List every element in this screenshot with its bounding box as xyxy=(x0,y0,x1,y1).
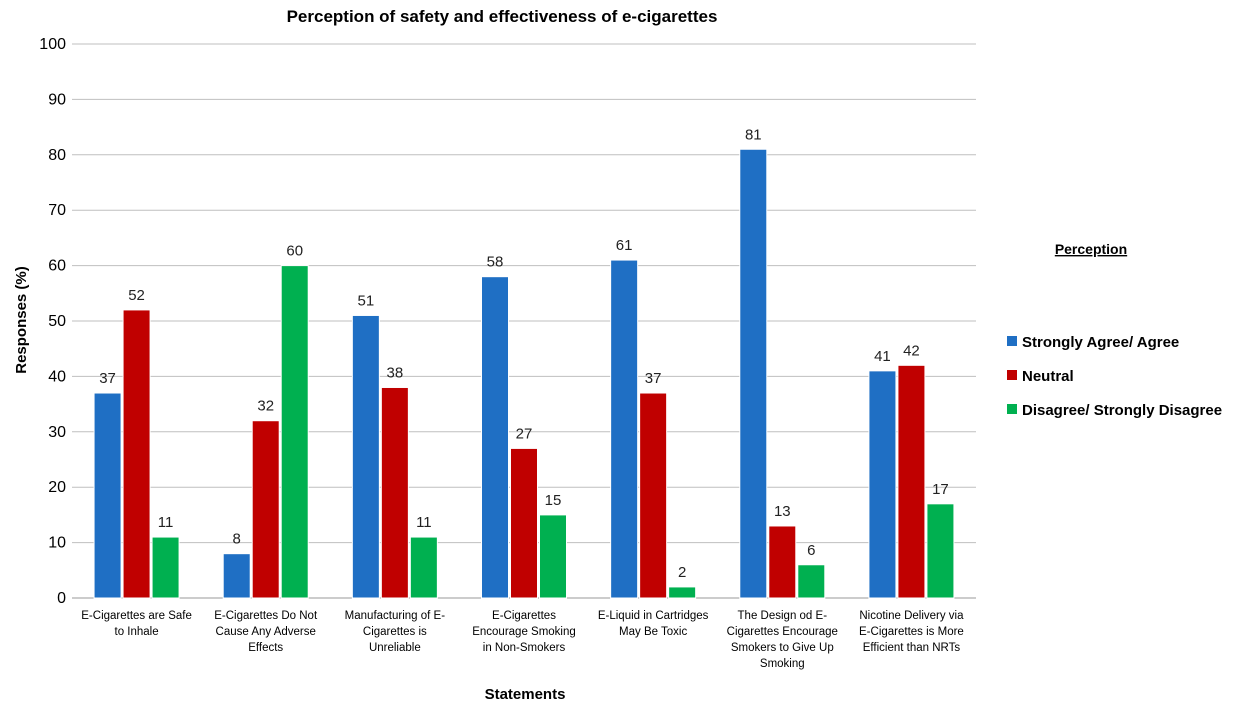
x-axis-ticks: E-Cigarettes are Safe to Inhale E-Cigarett… xyxy=(81,610,964,670)
bar xyxy=(280,265,309,599)
data-label: 32 xyxy=(257,398,274,415)
y-tick-label: 30 xyxy=(48,424,66,441)
x-tick-label: Nicotine Delivery via E-Cigarettes is Mor… xyxy=(859,610,964,654)
x-tick-label: E-Cigarettes Encourage Smoking in Non-Smok… xyxy=(472,610,576,654)
data-label: 13 xyxy=(774,503,791,520)
x-tick-label: Manufacturing of E-Cigarettes is Unreliab… xyxy=(345,610,446,654)
bar xyxy=(539,514,567,599)
bars xyxy=(93,148,955,599)
bar xyxy=(222,553,251,599)
data-label: 38 xyxy=(387,364,404,381)
y-tick-label: 40 xyxy=(48,368,66,385)
y-tick-label: 70 xyxy=(48,202,66,219)
y-tick-label: 100 xyxy=(39,36,66,53)
bar xyxy=(351,314,380,599)
data-label: 60 xyxy=(286,243,303,260)
y-axis-label: Responses (%) xyxy=(13,266,30,374)
bar xyxy=(897,364,926,599)
data-label: 37 xyxy=(645,370,662,387)
legend-label: Neutral xyxy=(1022,368,1074,385)
legend-swatch xyxy=(1007,404,1017,414)
data-label: 58 xyxy=(487,254,504,271)
bar xyxy=(797,564,826,599)
data-label: 51 xyxy=(358,292,375,309)
data-label: 41 xyxy=(874,348,891,365)
data-label: 6 xyxy=(807,542,815,559)
data-label: 27 xyxy=(516,425,533,442)
y-tick-label: 90 xyxy=(48,91,66,108)
legend: Strongly Agree/ Agree Neutral Disagree/ St… xyxy=(1007,334,1222,419)
data-label: 8 xyxy=(233,531,241,548)
data-label: 17 xyxy=(932,481,949,498)
bar xyxy=(926,503,955,599)
y-tick-label: 10 xyxy=(48,535,66,552)
data-label: 52 xyxy=(128,287,145,304)
bar xyxy=(639,392,668,599)
data-label: 61 xyxy=(616,237,633,254)
y-tick-label: 50 xyxy=(48,313,66,330)
data-labels: 37 52 11 8 32 60 51 38 11 58 27 15 61 37 2 81 13 6 41 42 17 xyxy=(99,126,949,581)
data-label: 15 xyxy=(545,492,562,509)
bar xyxy=(481,276,509,599)
y-tick-label: 20 xyxy=(48,479,66,496)
y-tick-label: 60 xyxy=(48,258,66,275)
bar xyxy=(868,370,897,599)
data-label: 81 xyxy=(745,126,762,143)
legend-swatch xyxy=(1007,370,1017,380)
x-tick-label: The Design od E-Cigarettes Encourage Smok… xyxy=(727,610,838,670)
y-tick-label: 80 xyxy=(48,147,66,164)
bar xyxy=(122,309,151,599)
bar xyxy=(668,586,697,599)
bar xyxy=(739,148,768,599)
bar xyxy=(251,420,280,599)
bar xyxy=(768,525,797,599)
data-label: 11 xyxy=(158,514,174,531)
legend-label: Strongly Agree/ Agree xyxy=(1022,334,1179,351)
x-tick-label: E-Cigarettes Do Not Cause Any Adverse Effe… xyxy=(214,610,318,654)
x-tick-label: E-Liquid in Cartridges May Be Toxic xyxy=(598,610,709,638)
data-label: 37 xyxy=(99,370,116,387)
legend-label: Disagree/ Strongly Disagree xyxy=(1022,402,1222,419)
bar xyxy=(610,259,639,599)
legend-title: Perception xyxy=(1055,241,1127,257)
x-tick-label: E-Cigarettes are Safe to Inhale xyxy=(81,610,192,638)
bar xyxy=(93,392,122,599)
grid xyxy=(72,43,976,599)
y-tick-label: 0 xyxy=(57,590,66,607)
bar xyxy=(151,536,180,599)
data-label: 42 xyxy=(903,342,920,359)
bar xyxy=(510,447,538,599)
data-label: 2 xyxy=(678,564,686,581)
x-axis-label: Statements xyxy=(485,686,566,703)
legend-swatch xyxy=(1007,336,1017,346)
bar xyxy=(409,536,438,599)
data-label: 11 xyxy=(416,514,432,531)
bar xyxy=(380,386,409,599)
y-axis-ticks: 0 10 20 30 40 50 60 70 80 90 100 xyxy=(39,36,66,607)
chart-title: Perception of safety and effectiveness o… xyxy=(287,7,718,26)
